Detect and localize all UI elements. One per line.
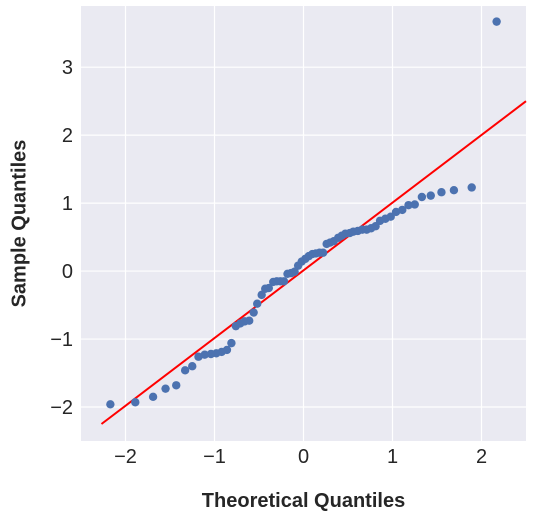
reference-line — [100, 100, 527, 425]
y-tick-label: −2 — [50, 397, 73, 419]
reference-line-layer — [100, 100, 527, 425]
data-point — [492, 17, 501, 26]
data-point — [410, 200, 419, 209]
grid-lines — [81, 6, 526, 441]
data-points — [106, 17, 501, 409]
data-point — [437, 188, 446, 197]
data-point — [257, 290, 266, 300]
y-axis-title: Sample Quantiles — [8, 140, 30, 308]
data-point — [106, 400, 115, 409]
y-tick-label: 0 — [62, 261, 73, 283]
data-point — [290, 267, 299, 276]
data-point — [180, 366, 190, 375]
data-point — [467, 183, 476, 192]
data-point — [222, 345, 232, 355]
y-tick-label: 2 — [62, 125, 73, 147]
data-point — [398, 205, 407, 215]
data-point — [279, 277, 289, 286]
data-point — [245, 316, 254, 325]
data-point — [318, 248, 328, 257]
x-tick-label: 0 — [298, 446, 309, 468]
x-tick-label: −2 — [114, 446, 137, 468]
data-point — [264, 283, 273, 293]
x-axis-title: Theoretical Quantiles — [202, 490, 405, 512]
data-point — [188, 362, 197, 371]
x-tick-label: 1 — [387, 446, 398, 468]
data-point — [417, 192, 427, 202]
data-point — [148, 392, 158, 402]
y-tick-label: 1 — [62, 193, 73, 215]
x-tick-label: 2 — [476, 446, 487, 468]
data-point — [449, 185, 459, 195]
y-tick-label: 3 — [62, 57, 73, 79]
data-point — [426, 191, 435, 200]
data-point — [404, 200, 413, 210]
y-tick-label: −1 — [50, 329, 73, 351]
y-tick-labels: −2 −1 0 1 2 3 — [50, 57, 73, 419]
data-point — [161, 384, 170, 393]
data-point — [249, 308, 258, 317]
data-point — [131, 398, 140, 407]
data-point — [253, 299, 262, 308]
x-tick-label: −1 — [203, 446, 226, 468]
x-tick-labels: −2 −1 0 1 2 — [114, 446, 487, 468]
data-point — [172, 381, 181, 390]
data-point — [227, 338, 236, 348]
data-point — [200, 350, 209, 359]
